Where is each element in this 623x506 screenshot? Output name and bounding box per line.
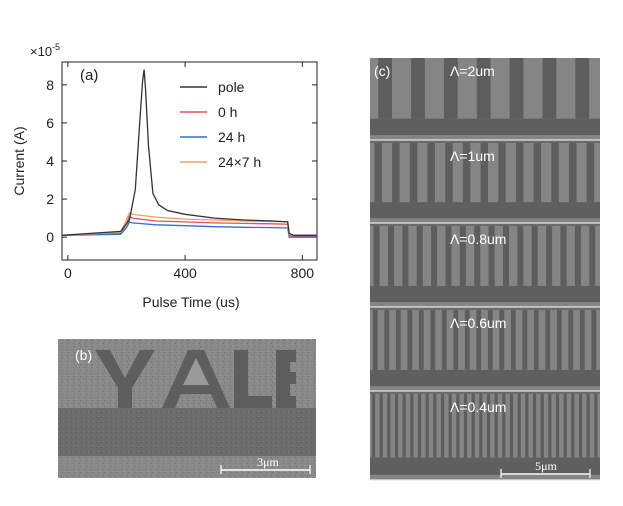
panel-c-sem-image: Λ=2um Λ=1um Λ=0.8um Λ=0.6um Λ=0.4um (c) 5μm <box>370 58 600 481</box>
legend-entry: 24 h <box>218 129 245 145</box>
series-line-3 <box>61 221 317 238</box>
y-tick-label: 0 <box>46 229 54 245</box>
grating-strip: Λ=0.8um <box>370 226 600 308</box>
plot-frame <box>61 61 318 261</box>
strip-label: Λ=0.4um <box>450 399 506 415</box>
x-axis-title: Pulse Time (us) <box>142 294 239 310</box>
x-tick-label: 0 <box>64 265 72 281</box>
x-tick-label: 800 <box>291 265 315 281</box>
y-tick-label: 8 <box>46 77 54 93</box>
scalebar-b-label: 3μm <box>257 455 279 469</box>
scalebar-c-label: 5μm <box>535 459 557 473</box>
strip-label: Λ=2um <box>450 63 495 79</box>
y-axis-title: Current (A) <box>11 126 27 195</box>
legend-entry: pole <box>218 79 245 95</box>
y-tick-label: 4 <box>46 153 54 169</box>
grating-strip: Λ=0.6um <box>370 310 600 392</box>
grating-strip: Λ=0.4um <box>370 394 600 481</box>
data-series <box>61 69 317 238</box>
legend-entry: 0 h <box>218 104 237 120</box>
y-tick-label: 6 <box>46 115 54 131</box>
y-tick-label: 2 <box>46 191 54 207</box>
panel-b-sem-image: (b) 3μm <box>58 339 316 478</box>
grating-strip: Λ=1um <box>370 143 600 224</box>
strip-label: Λ=0.8um <box>450 231 506 247</box>
multiplier-exponent: -5 <box>52 42 60 52</box>
axis-ticks: 0 400 800 0 2 4 6 8 <box>46 62 317 281</box>
grating-strip: Λ=2um <box>370 58 600 141</box>
legend-entry: 24×7 h <box>218 154 261 170</box>
strip-label: Λ=0.6um <box>450 315 506 331</box>
panel-a-current-plot: ×10-5 0 400 800 0 2 4 6 8 (a) pole 0 h 24 h 24×7 h… <box>11 42 318 310</box>
series-line-1 <box>61 69 317 236</box>
panel-b-label: (b) <box>75 347 92 363</box>
legend: pole 0 h 24 h 24×7 h <box>180 79 261 170</box>
x-tick-label: 400 <box>173 265 197 281</box>
panel-c-label: (c) <box>374 63 390 79</box>
panel-a-label: (a) <box>80 67 98 84</box>
strip-label: Λ=1um <box>450 148 495 164</box>
multiplier-label: ×10-5 <box>30 42 60 59</box>
